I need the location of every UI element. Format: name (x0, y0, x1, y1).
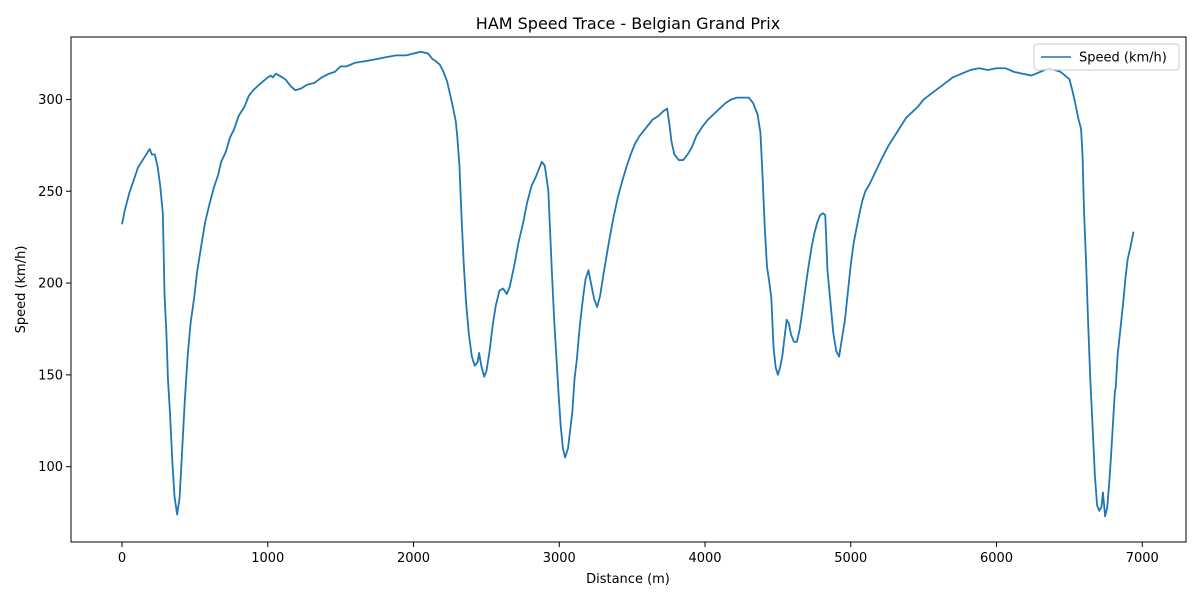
legend: Speed (km/h) (1033, 43, 1180, 71)
x-axis-label: Distance (m) (586, 572, 670, 587)
y-tick-label: 250 (38, 185, 63, 200)
x-axis-ticks: 0 1000 2000 3000 4000 5000 6000 7000 (118, 542, 1159, 566)
y-axis-label: Speed (km/h) (14, 246, 29, 334)
x-tick-label: 5000 (834, 551, 867, 566)
x-tick-label: 4000 (688, 551, 721, 566)
plot-frame (70, 36, 1187, 543)
y-tick-label: 100 (38, 460, 63, 475)
y-tick-label: 150 (38, 368, 63, 383)
x-tick-label: 2000 (397, 551, 430, 566)
chart-title: HAM Speed Trace - Belgian Grand Prix (476, 14, 780, 33)
x-tick-label: 1000 (251, 551, 284, 566)
plot-area (71, 37, 1186, 542)
y-tick-label: 200 (38, 277, 63, 292)
series-line-speed (121, 50, 1135, 518)
y-axis-ticks: 100 150 200 250 300 (38, 93, 71, 475)
x-tick-label: 7000 (1126, 551, 1159, 566)
legend-box (1033, 43, 1180, 71)
legend-entry-label: Speed (km/h) (1079, 51, 1167, 66)
x-tick-label: 3000 (543, 551, 576, 566)
plot-background (71, 37, 1186, 542)
y-tick-label: 300 (38, 93, 63, 108)
series-layer (121, 50, 1135, 518)
x-tick-label: 6000 (980, 551, 1013, 566)
x-tick-label: 0 (118, 551, 126, 566)
